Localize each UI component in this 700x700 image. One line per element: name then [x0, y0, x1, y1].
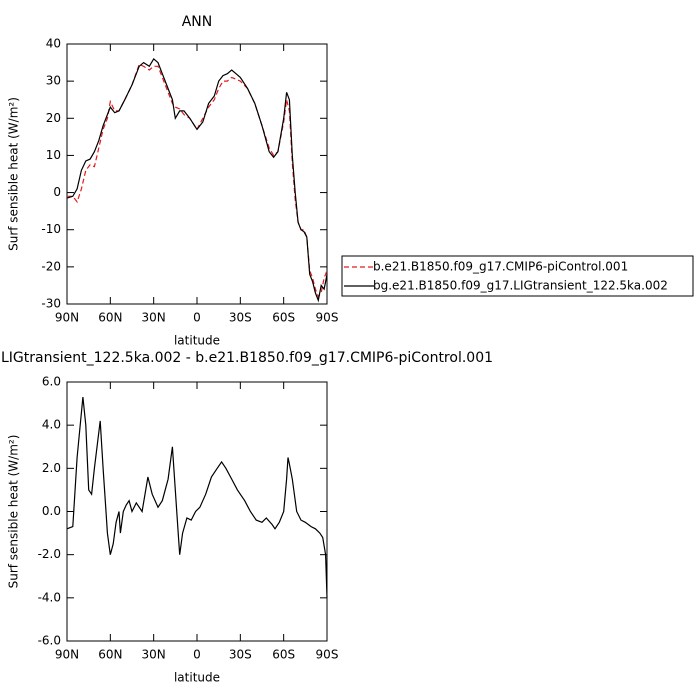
x-tick-label: 0 — [193, 648, 201, 662]
data-line — [67, 63, 328, 298]
y-tick-label: 0.0 — [42, 504, 61, 518]
y-axis-label: Surf sensible heat (W/m²) — [7, 97, 21, 251]
y-tick-label: 30 — [46, 74, 61, 88]
y-tick-label: -6.0 — [38, 634, 61, 648]
legend-label: bg.e21.B1850.f09_g17.LIGtransient_122.5k… — [373, 279, 668, 293]
y-tick-label: 40 — [46, 37, 61, 51]
x-tick-label: 90S — [316, 648, 339, 662]
y-tick-label: -4.0 — [38, 590, 61, 604]
y-tick-label: -20 — [41, 259, 61, 273]
y-tick-label: -2.0 — [38, 547, 61, 561]
y-tick-label: 6.0 — [42, 375, 61, 389]
x-tick-label: 90N — [55, 311, 79, 325]
x-tick-label: 60N — [98, 311, 122, 325]
y-tick-label: 10 — [46, 148, 61, 162]
x-tick-label: 30N — [142, 311, 166, 325]
x-axis-label: latitude — [174, 671, 220, 685]
x-tick-label: 90N — [55, 648, 79, 662]
y-tick-label: 20 — [46, 111, 61, 125]
y-tick-label: 2.0 — [42, 461, 61, 475]
x-axis-label: latitude — [174, 334, 220, 348]
legend-label: b.e21.B1850.f09_g17.CMIP6-piControl.001 — [373, 260, 628, 274]
y-tick-label: 4.0 — [42, 418, 61, 432]
y-tick-label: 0 — [53, 185, 61, 199]
legend-box — [341, 255, 694, 297]
x-tick-label: 90S — [316, 311, 339, 325]
x-tick-label: 30S — [229, 648, 252, 662]
data-line — [66, 397, 328, 598]
x-tick-label: 60S — [272, 648, 295, 662]
plot-frame — [66, 381, 328, 642]
chart-title: ANN — [182, 14, 213, 30]
plot-frame — [66, 43, 328, 305]
y-tick-label: -30 — [41, 297, 61, 311]
x-tick-label: 0 — [193, 311, 201, 325]
x-tick-label: 30N — [142, 648, 166, 662]
y-axis-label: Surf sensible heat (W/m²) — [7, 435, 21, 589]
data-line — [66, 57, 328, 303]
x-tick-label: 30S — [229, 311, 252, 325]
x-tick-label: 60N — [98, 648, 122, 662]
x-tick-label: 60S — [272, 311, 295, 325]
chart-title: LIGtransient_122.5ka.002 - b.e21.B1850.f… — [1, 350, 493, 366]
y-tick-label: -10 — [41, 222, 61, 236]
